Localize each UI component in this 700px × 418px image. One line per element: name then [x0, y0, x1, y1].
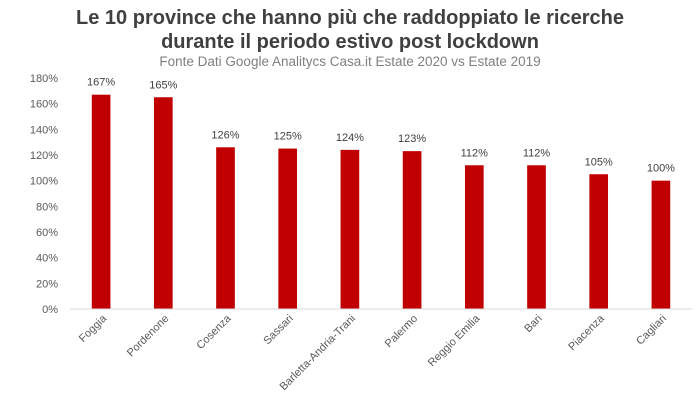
y-tick-label: 180% — [30, 73, 58, 85]
data-label: 124% — [336, 132, 364, 144]
y-tick-label: 0% — [42, 304, 58, 316]
x-category-label: Cosenza — [194, 312, 234, 352]
bar-pordenone — [153, 97, 173, 309]
data-label: 112% — [461, 147, 489, 159]
y-axis: 0% 20% 40% 60% 80% 100% 120% 140% 160% 180% — [30, 73, 58, 316]
bar-cosenza — [216, 147, 235, 309]
chart-title-line-2: durante il periodo estivo post lockdown — [161, 31, 539, 53]
y-tick-label: 120% — [30, 150, 58, 162]
y-tick-label: 160% — [30, 99, 58, 111]
data-label: 123% — [398, 133, 426, 145]
data-label: 126% — [211, 129, 239, 141]
bar-reggio-emilia — [464, 165, 484, 309]
x-category-label: Reggio Emilia — [426, 312, 483, 369]
bar-piacenza — [589, 174, 609, 309]
bar-bari — [527, 165, 546, 309]
bar-cagliari — [651, 180, 671, 309]
data-label: 100% — [647, 163, 675, 175]
data-label: 125% — [274, 131, 302, 143]
chart-title-line-1: Le 10 province che hanno più che raddopp… — [76, 7, 624, 29]
bar-foggia — [91, 94, 111, 309]
y-tick-label: 40% — [36, 253, 58, 265]
bars-group — [91, 94, 671, 309]
y-tick-label: 20% — [36, 278, 58, 290]
data-label: 165% — [149, 79, 177, 91]
chart-subtitle: Fonte Dati Google Analitycs Casa.it Esta… — [159, 54, 541, 69]
bar-palermo — [402, 151, 422, 309]
y-tick-label: 100% — [30, 176, 58, 188]
y-tick-label: 80% — [36, 201, 58, 213]
x-category-label: Palermo — [383, 313, 420, 350]
x-category-label: Bari — [522, 313, 544, 335]
x-category-label: Cagliari — [634, 313, 669, 348]
data-label: 167% — [87, 77, 115, 89]
y-tick-label: 60% — [36, 227, 58, 239]
data-labels-group: 167% 165% 126% 125% 124% 123% 112% 112% 105% 100% — [87, 77, 675, 175]
x-category-label: Piacenza — [566, 312, 607, 353]
bar-sassari — [278, 148, 298, 309]
bar-barletta-andria-trani — [340, 149, 360, 309]
chart-title: Le 10 province che hanno più che raddopp… — [0, 6, 700, 54]
x-axis: Foggia Pordenone Cosenza SassariBarletta-An… — [70, 308, 692, 393]
x-category-label: Sassari — [261, 313, 295, 347]
data-label: 105% — [585, 156, 613, 168]
y-tick-label: 140% — [30, 124, 58, 136]
data-label: 112% — [523, 147, 551, 159]
x-category-label: Pordenone — [125, 313, 172, 360]
x-category-label: Foggia — [77, 312, 110, 345]
